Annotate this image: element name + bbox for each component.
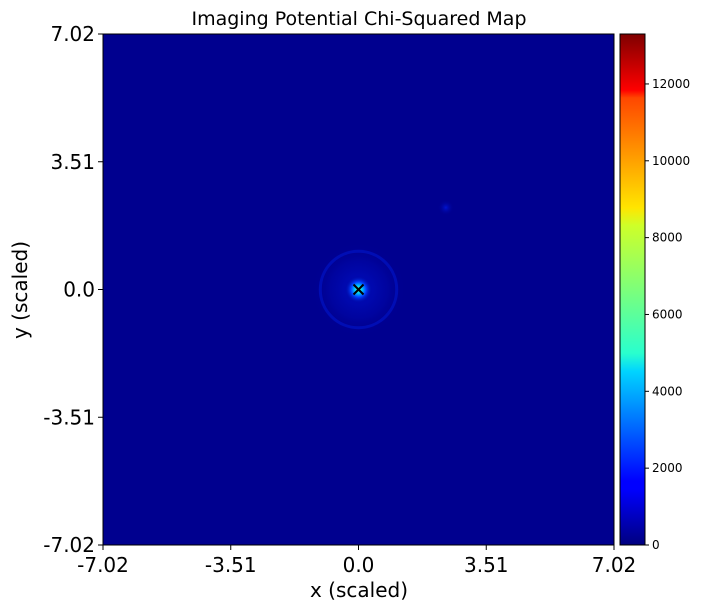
y-tick-label: -7.02 [43,533,95,557]
colorbar-ticks: 0 2000 4000 6000 8000 10000 12000 [645,77,690,552]
y-axis: 7.02 3.51 0.0 -3.51 -7.02 [43,22,103,557]
faint-ring [318,249,399,330]
faint-spot [437,199,454,216]
colorbar-tick-label: 0 [652,538,660,552]
x-tick-label: 7.02 [592,553,637,577]
x-tick-label: 0.0 [343,553,375,577]
plot-area [102,33,615,546]
colorbar-tick-label: 10000 [652,154,690,168]
colorbar-gradient [619,33,646,546]
y-tick-label: 3.51 [50,150,95,174]
colorbar: 0 2000 4000 6000 8000 10000 12000 [619,33,690,552]
x-axis: -7.02 -3.51 0.0 3.51 7.02 [77,545,636,577]
x-tick-label: -7.02 [77,553,129,577]
colorbar-tick-label: 12000 [652,77,690,91]
colorbar-tick-label: 8000 [652,231,683,245]
x-tick-label: -3.51 [205,553,257,577]
colorbar-tick-label: 6000 [652,307,683,321]
center-marker [352,283,365,296]
marker-stroke [352,283,365,296]
y-tick-label: 0.0 [63,278,95,302]
y-axis-label: y (scaled) [8,241,32,339]
y-tick-label: 7.02 [50,22,95,46]
colorbar-tick-label: 2000 [652,461,683,475]
x-tick-label: 3.51 [464,553,509,577]
colorbar-tick-label: 4000 [652,384,683,398]
x-axis-label: x (scaled) [310,578,408,602]
y-tick-label: -3.51 [43,405,95,429]
chart-title: Imaging Potential Chi-Squared Map [191,8,526,30]
